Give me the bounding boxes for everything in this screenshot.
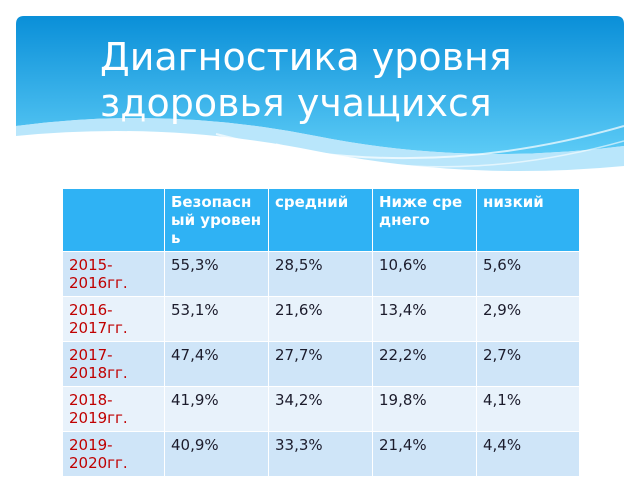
cell: 28,5% <box>268 251 373 297</box>
corner-cell <box>62 188 165 252</box>
cell: 40,9% <box>164 431 269 476</box>
cell: 5,6% <box>476 251 579 297</box>
cell: 34,2% <box>268 386 373 432</box>
data-table: Безопасный уровень средний Ниже среднего ни… <box>62 188 579 476</box>
title-banner <box>16 16 624 171</box>
cell: 4,1% <box>476 386 579 432</box>
table-row: 2015-2016гг. 55,3% 28,5% 10,6% 5,6% <box>62 251 579 297</box>
row-label: 2015-2016гг. <box>62 251 165 297</box>
table-row: 2019-2020гг. 40,9% 33,3% 21,4% 4,4% <box>62 431 579 476</box>
table-row: 2018-2019гг. 41,9% 34,2% 19,8% 4,1% <box>62 386 579 432</box>
column-header: Ниже среднего <box>372 188 477 252</box>
column-header: низкий <box>476 188 579 252</box>
row-label: 2018-2019гг. <box>62 386 165 432</box>
cell: 4,4% <box>476 431 579 476</box>
cell: 13,4% <box>372 296 477 342</box>
cell: 21,6% <box>268 296 373 342</box>
cell: 10,6% <box>372 251 477 297</box>
table-row: 2016-2017гг. 53,1% 21,6% 13,4% 2,9% <box>62 296 579 342</box>
cell: 2,7% <box>476 341 579 387</box>
cell: 21,4% <box>372 431 477 476</box>
cell: 27,7% <box>268 341 373 387</box>
row-label: 2019-2020гг. <box>62 431 165 476</box>
cell: 2,9% <box>476 296 579 342</box>
slide-title: Диагностика уровня здоровья учащихся <box>100 35 512 125</box>
cell: 47,4% <box>164 341 269 387</box>
header-row: Безопасный уровень средний Ниже среднего ни… <box>62 188 579 252</box>
cell: 53,1% <box>164 296 269 342</box>
column-header: Безопасный уровень <box>164 188 269 252</box>
row-label: 2017-2018гг. <box>62 341 165 387</box>
column-header: средний <box>268 188 373 252</box>
cell: 41,9% <box>164 386 269 432</box>
cell: 19,8% <box>372 386 477 432</box>
cell: 33,3% <box>268 431 373 476</box>
table-row: 2017-2018гг. 47,4% 27,7% 22,2% 2,7% <box>62 341 579 387</box>
cell: 22,2% <box>372 341 477 387</box>
row-label: 2016-2017гг. <box>62 296 165 342</box>
cell: 55,3% <box>164 251 269 297</box>
